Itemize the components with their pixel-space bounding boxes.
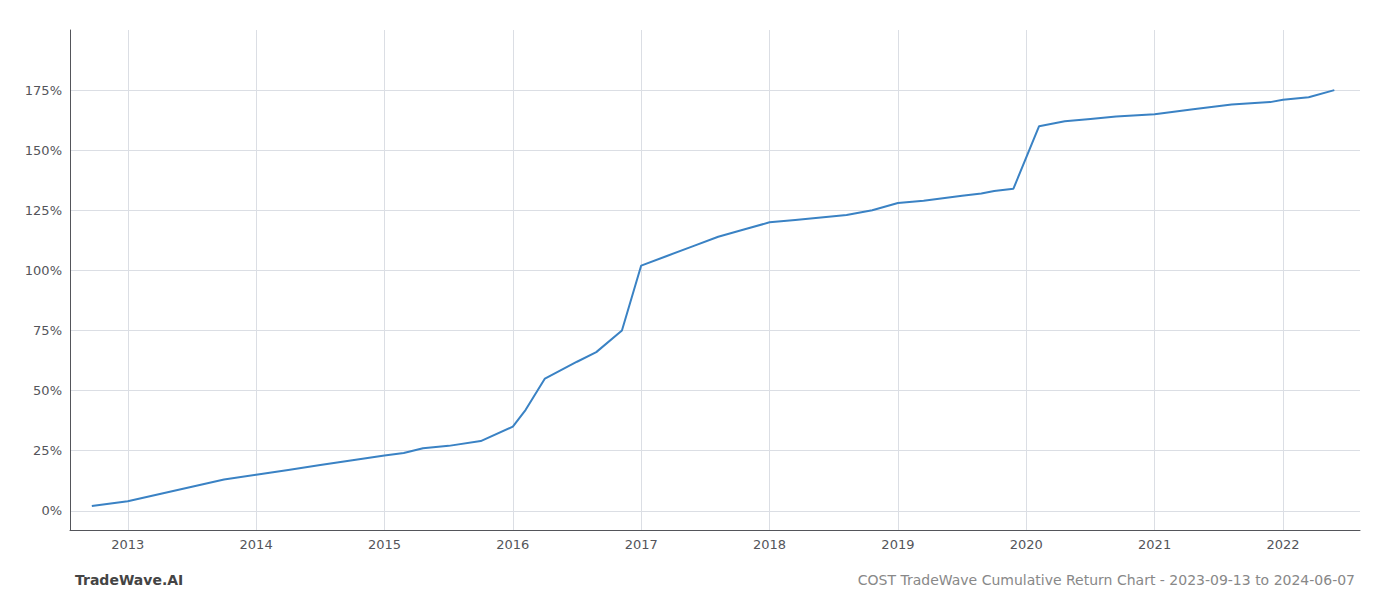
svg-text:COST TradeWave Cumulative Retu: COST TradeWave Cumulative Return Chart -… xyxy=(858,572,1355,588)
svg-text:2020: 2020 xyxy=(1010,537,1043,552)
svg-text:TradeWave.AI: TradeWave.AI xyxy=(75,572,183,588)
svg-text:2014: 2014 xyxy=(240,537,273,552)
svg-text:2022: 2022 xyxy=(1266,537,1299,552)
svg-text:150%: 150% xyxy=(25,143,62,158)
svg-text:2013: 2013 xyxy=(111,537,144,552)
svg-text:2017: 2017 xyxy=(625,537,658,552)
svg-text:0%: 0% xyxy=(41,503,62,518)
svg-text:2016: 2016 xyxy=(496,537,529,552)
svg-text:100%: 100% xyxy=(25,263,62,278)
svg-text:2015: 2015 xyxy=(368,537,401,552)
svg-text:175%: 175% xyxy=(25,83,62,98)
svg-text:125%: 125% xyxy=(25,203,62,218)
svg-text:25%: 25% xyxy=(33,443,62,458)
svg-text:2021: 2021 xyxy=(1138,537,1171,552)
svg-text:50%: 50% xyxy=(33,383,62,398)
svg-text:2019: 2019 xyxy=(881,537,914,552)
svg-text:75%: 75% xyxy=(33,323,62,338)
svg-text:2018: 2018 xyxy=(753,537,786,552)
